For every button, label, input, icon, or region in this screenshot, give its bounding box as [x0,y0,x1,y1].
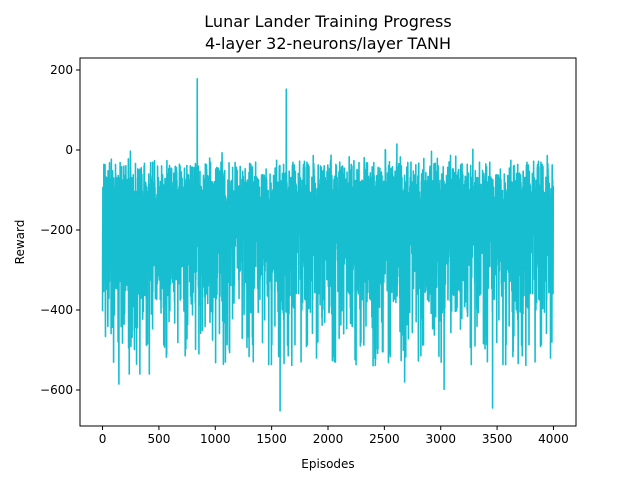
plot-area [101,78,555,412]
x-tick-label: 500 [147,432,170,446]
chart-title-line2: 4-layer 32-neurons/layer TANH [205,34,451,53]
y-tick-label: −600 [40,383,73,397]
x-tick-label: 0 [99,432,107,446]
x-tick-label: 3500 [482,432,513,446]
y-tick-label: 0 [65,143,73,157]
x-tick-label: 3000 [425,432,456,446]
x-axis-label: Episodes [301,457,354,471]
x-tick-label: 1000 [200,432,231,446]
series-line-reward [101,78,555,412]
y-tick-label: −400 [40,303,73,317]
y-axis-label: Reward [13,220,27,265]
y-tick-label: −200 [40,223,73,237]
x-tick-label: 1500 [256,432,287,446]
x-tick-label: 4000 [538,432,569,446]
y-axis: −600 −400 −200 0 200 [40,63,80,397]
x-axis: 0 500 1000 1500 2000 2500 3000 3500 4000 [99,426,569,446]
chart-title-line1: Lunar Lander Training Progress [204,12,451,31]
y-tick-label: 200 [50,63,73,77]
x-tick-label: 2500 [369,432,400,446]
x-tick-label: 2000 [313,432,344,446]
